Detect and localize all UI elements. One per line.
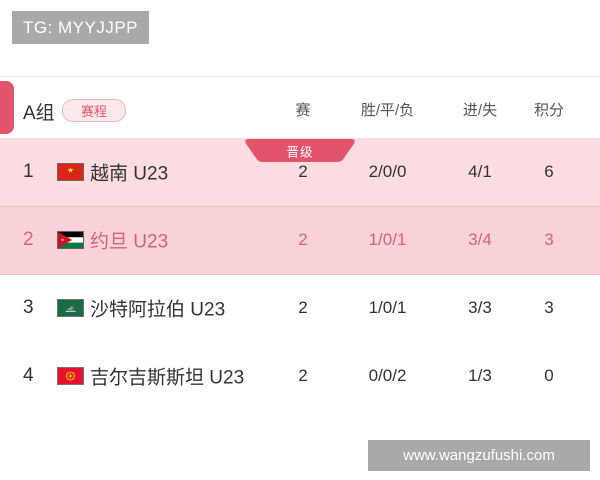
svg-text:الله: الله [67,306,73,311]
